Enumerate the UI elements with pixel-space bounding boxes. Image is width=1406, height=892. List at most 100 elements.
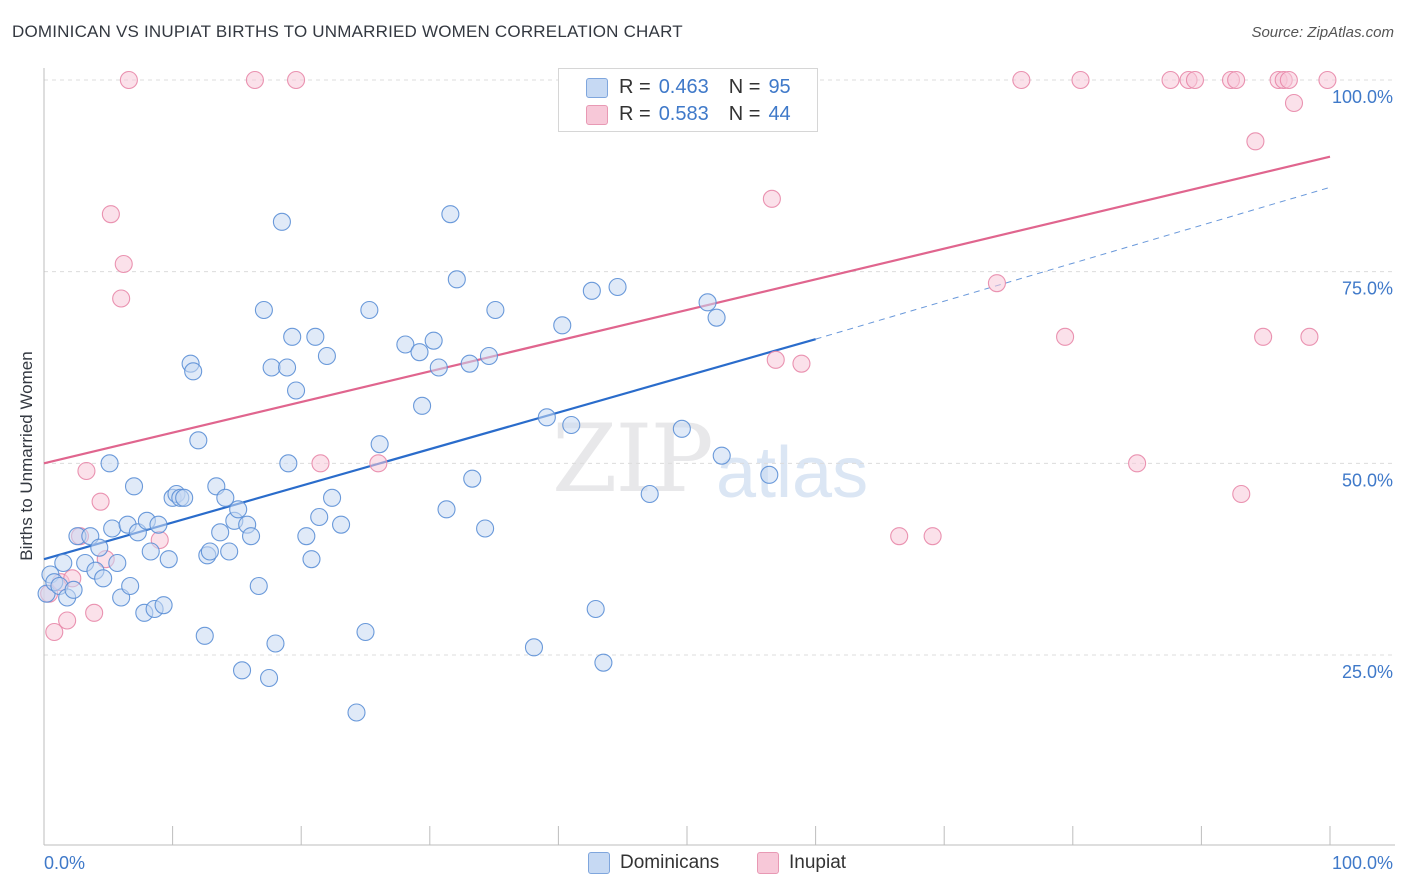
legend-swatch-inupiat: [586, 105, 608, 125]
point-inupiat: [1161, 70, 1180, 90]
point-dominicans: [287, 381, 306, 400]
legend-row-dominicans: R = 0.463 N = 95: [586, 75, 791, 99]
point-dominicans: [486, 300, 505, 320]
point-inupiat: [77, 461, 96, 481]
point-dominicans: [356, 622, 375, 642]
legend-n-value-dominicans: 95: [768, 75, 791, 98]
point-dominicans: [241, 527, 261, 546]
point-dominicans: [121, 576, 140, 596]
y-tick-label: 75.0%: [1342, 279, 1393, 299]
point-inupiat: [58, 611, 77, 630]
point-inupiat: [987, 274, 1006, 293]
point-inupiat: [311, 454, 330, 473]
point-dominicans: [54, 553, 73, 573]
point-dominicans: [175, 488, 194, 507]
point-inupiat: [1185, 70, 1205, 90]
point-dominicans: [108, 553, 127, 573]
point-inupiat: [1128, 454, 1147, 473]
point-dominicans: [524, 638, 544, 657]
bottom-legend-inupiat[interactable]: Inupiat: [757, 852, 846, 874]
point-inupiat: [1254, 327, 1273, 346]
axes: [43, 68, 1395, 846]
point-dominicans: [64, 580, 83, 599]
legend-swatch-dominicans: [586, 78, 608, 98]
point-inupiat: [85, 603, 104, 622]
point-dominicans: [332, 515, 351, 534]
point-inupiat: [1227, 70, 1246, 90]
point-dominicans: [278, 358, 297, 377]
point-dominicans: [370, 435, 389, 454]
point-inupiat: [45, 622, 64, 642]
point-dominicans: [103, 519, 122, 538]
point-inupiat: [1318, 70, 1337, 90]
bottom-legend: Dominicans Inupiat: [0, 852, 1406, 876]
point-dominicans: [347, 703, 366, 722]
trend-line-dominicans: [43, 338, 816, 561]
bottom-legend-dominicans[interactable]: Dominicans: [588, 852, 719, 874]
point-dominicans: [310, 507, 329, 527]
point-dominicans: [272, 212, 291, 231]
point-dominicans: [441, 205, 460, 224]
point-dominicans: [479, 346, 499, 366]
stats-legend: R = 0.463 N = 95 R = 0.583 N = 44: [558, 68, 818, 132]
point-dominicans: [410, 343, 429, 362]
point-dominicans: [317, 346, 336, 366]
point-dominicans: [707, 308, 726, 327]
point-inupiat: [245, 70, 264, 90]
bottom-legend-swatch-inupiat: [757, 852, 779, 874]
point-dominicans: [229, 500, 248, 519]
point-inupiat: [1232, 484, 1251, 504]
data-points: [37, 70, 1337, 722]
point-inupiat: [923, 527, 942, 546]
point-dominicans: [460, 354, 479, 373]
point-inupiat: [91, 492, 110, 511]
point-dominicans: [323, 488, 342, 507]
point-dominicans: [220, 542, 239, 561]
point-dominicans: [297, 527, 316, 546]
trend-lines: [43, 155, 1331, 561]
point-dominicans: [424, 331, 443, 350]
point-inupiat: [1071, 70, 1090, 90]
point-dominicans: [562, 415, 581, 435]
trend-line-inupiat: [43, 155, 1331, 465]
bottom-legend-label-inupiat: Inupiat: [789, 852, 847, 873]
point-dominicans: [698, 293, 717, 312]
point-dominicans: [189, 431, 208, 450]
point-inupiat: [1246, 132, 1265, 151]
point-dominicans: [141, 542, 160, 561]
point-dominicans: [476, 519, 495, 538]
point-inupiat: [1012, 70, 1031, 90]
y-tick-label: 25.0%: [1342, 662, 1393, 682]
legend-row-inupiat: R = 0.583 N = 44: [586, 102, 791, 126]
x-tick-label: 0.0%: [44, 853, 85, 873]
point-dominicans: [90, 538, 109, 557]
point-dominicans: [537, 408, 556, 427]
point-inupiat: [112, 289, 131, 308]
point-dominicans: [640, 484, 659, 504]
legend-r-value-inupiat: 0.583: [658, 102, 709, 125]
point-dominicans: [582, 281, 601, 300]
point-dominicans: [608, 277, 627, 297]
point-dominicans: [594, 653, 613, 672]
legend-r-label: R =: [619, 102, 651, 125]
point-dominicans: [437, 500, 456, 519]
point-dominicans: [672, 419, 691, 438]
point-dominicans: [306, 327, 325, 346]
point-inupiat: [119, 70, 138, 90]
point-dominicans: [149, 515, 168, 534]
point-dominicans: [302, 550, 321, 569]
point-inupiat: [114, 254, 133, 274]
point-dominicans: [463, 469, 482, 488]
point-dominicans: [447, 270, 466, 289]
point-dominicans: [553, 316, 572, 335]
point-dominicans: [211, 523, 230, 542]
point-dominicans: [232, 661, 252, 680]
point-inupiat: [369, 454, 388, 473]
point-dominicans: [712, 446, 731, 465]
point-dominicans: [279, 454, 298, 473]
point-dominicans: [124, 477, 144, 496]
legend-r-value-dominicans: 0.463: [658, 75, 709, 98]
point-inupiat: [1279, 70, 1298, 90]
point-inupiat: [762, 189, 781, 208]
